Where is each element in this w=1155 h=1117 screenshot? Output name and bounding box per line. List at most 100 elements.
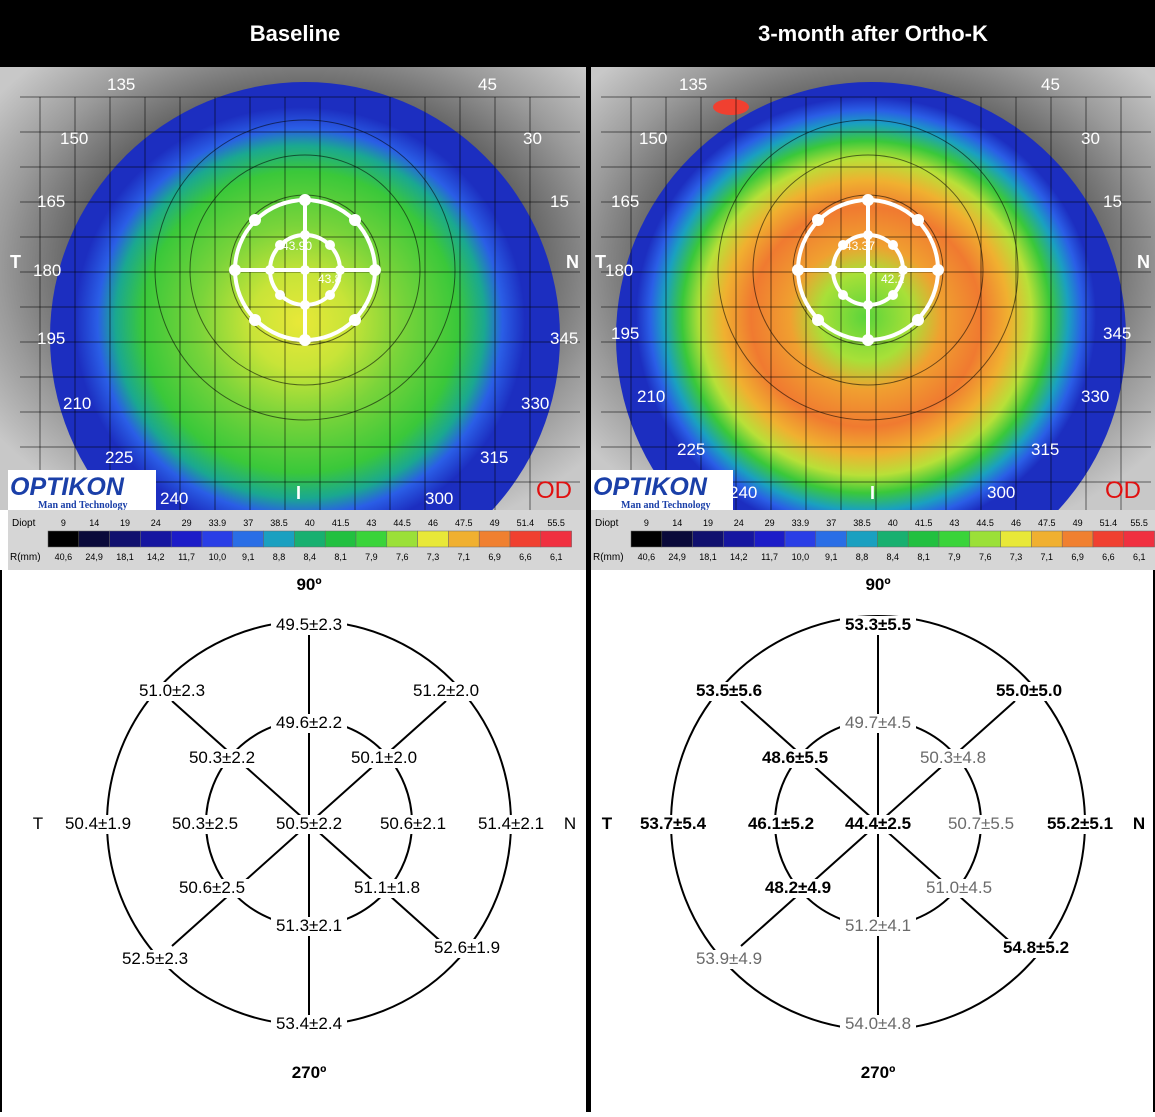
diagram-value-inner-ll: 48.2±4.9 (765, 878, 831, 897)
map-side-temporal: T (595, 252, 606, 272)
scale-diopt-value: 33.9 (792, 518, 810, 528)
scale-diopt-value: 24 (151, 518, 161, 528)
diagram-value-outer-ur: 51.2±2.0 (413, 681, 479, 700)
scale-color-swatch (232, 530, 264, 548)
scale-rmm-value: 8,1 (917, 552, 930, 562)
scale-rmm-label: R(mm) (593, 552, 624, 563)
scale-rmm-value: 9,1 (242, 552, 255, 562)
scale-diopt-value: 38.5 (270, 518, 288, 528)
axis-label-15: 15 (550, 192, 569, 211)
scale-color-swatch (938, 530, 971, 548)
scale-color-swatch (386, 530, 418, 548)
map-center-value-1: 43.90 (282, 239, 312, 253)
map-center-value-2: 42.2 (881, 272, 905, 286)
scale-diopt-value: 9 (61, 518, 66, 528)
axis-label-210: 210 (63, 394, 91, 413)
scale-rmm-value: 10,0 (792, 552, 810, 562)
scale-color-swatch (448, 530, 480, 548)
scale-rmm-value: 7,6 (979, 552, 992, 562)
keratometry-diagram-followup: 90º 53.3±5.5 53.5±5.6 55.0±5.0 49.7±4.5 48.6±… (591, 570, 1155, 1112)
scale-color-swatch (509, 530, 542, 548)
axis-label-345: 345 (1103, 324, 1131, 343)
scale-color-swatches (630, 530, 1155, 548)
scale-diopt-value: 33.9 (209, 518, 227, 528)
scale-color-swatch (753, 530, 786, 548)
axis-label-30: 30 (523, 129, 542, 148)
scale-diopt-value: 24 (734, 518, 744, 528)
scale-diopt-value: 55.5 (1130, 518, 1148, 528)
scale-rmm-value: 24,9 (85, 552, 103, 562)
diagram-value-outer-left: 53.7±5.4 (640, 814, 707, 833)
scale-rmm-value: 7,9 (948, 552, 961, 562)
scale-color-swatch (692, 530, 724, 548)
scale-diopt-value: 29 (182, 518, 192, 528)
scale-diopt-value: 51.4 (517, 518, 535, 528)
diagram-value-bottom: 54.0±4.8 (845, 1014, 911, 1033)
scale-color-swatch (846, 530, 878, 548)
diagram-value-outer-right: 55.2±5.1 (1047, 814, 1113, 833)
axis-label-210: 210 (637, 387, 665, 406)
scale-rmm-values: 40,6 24,9 18,1 14,2 11,7 10,0 9,1 8,8 8,4 8,1 7,9 7… (55, 552, 563, 562)
scale-diopt-value: 40 (888, 518, 898, 528)
map-side-nasal: N (566, 252, 579, 272)
scale-rmm-value: 6,9 (488, 552, 501, 562)
axis-label-45: 45 (478, 75, 497, 94)
scale-diopt-values: 9 14 19 24 29 33.9 37 38.5 40 41.5 43 44.5 46 47.5 49 5… (644, 518, 1148, 528)
axis-label-180: 180 (33, 261, 61, 280)
scale-rmm-value: 18,1 (116, 552, 134, 562)
diagram-value-label-top: 90º (865, 575, 890, 594)
scale-diopt-value: 9 (644, 518, 649, 528)
scale-diopt-value: 19 (703, 518, 713, 528)
scale-color-swatch (661, 530, 693, 548)
diagram-value-outer-ul: 51.0±2.3 (139, 681, 205, 700)
diagram-value-inner-left: 46.1±5.2 (748, 814, 814, 833)
scale-color-swatch (630, 530, 663, 548)
scale-rmm-value: 6,6 (519, 552, 532, 562)
scale-diopt-value: 19 (120, 518, 130, 528)
scale-rmm-value: 10,0 (209, 552, 227, 562)
scale-color-swatch (417, 530, 449, 548)
scale-diopt-value: 44.5 (393, 518, 411, 528)
diagram-value-inner-ll: 50.6±2.5 (179, 878, 245, 897)
scale-diopt-value: 47.5 (1038, 518, 1056, 528)
scale-rmm-value: 8,1 (334, 552, 347, 562)
scale-diopt-value: 46 (428, 518, 438, 528)
optikon-logo: OPTIKON Man and Technology (8, 470, 156, 511)
axis-label-165: 165 (37, 192, 65, 211)
panel-title-baseline: Baseline (249, 21, 341, 46)
scale-rmm-value: 40,6 (55, 552, 73, 562)
eye-label: OD (536, 477, 572, 504)
diagram-value-inner-ul: 48.6±5.5 (762, 748, 828, 767)
diagram-value-top: 49.5±2.3 (276, 615, 342, 634)
eye-label: OD (1105, 477, 1141, 504)
axis-label-225: 225 (677, 440, 705, 459)
axis-label-345: 345 (550, 329, 578, 348)
scale-color-swatch (877, 530, 909, 548)
diagram-value-outer-right: 51.4±2.1 (478, 814, 544, 833)
scale-diopt-value: 38.5 (853, 518, 871, 528)
scale-diopt-value: 47.5 (455, 518, 473, 528)
diagram-value-inner-bottom: 51.3±2.1 (276, 916, 342, 935)
scale-rmm-value: 18,1 (699, 552, 717, 562)
scale-rmm-value: 6,1 (550, 552, 563, 562)
scale-rmm-value: 8,4 (304, 552, 317, 562)
logo-text: OPTIKON (10, 473, 125, 501)
scale-diopt-value: 44.5 (976, 518, 994, 528)
scale-color-swatch (294, 530, 326, 548)
panel-title-followup: 3-month after Ortho-K (758, 21, 988, 46)
axis-label-150: 150 (60, 129, 88, 148)
scale-diopt-value: 43 (949, 518, 959, 528)
diagram-value-label-top: 90º (296, 575, 321, 594)
axis-label-135: 135 (679, 75, 707, 94)
scale-color-swatch (201, 530, 234, 548)
axis-label-225: 225 (105, 448, 133, 467)
scale-color-swatch (540, 530, 572, 548)
scale-diopt-value: 37 (826, 518, 836, 528)
scale-color-swatch (784, 530, 817, 548)
scale-diopt-label: Diopt (595, 518, 619, 529)
scale-rmm-value: 8,4 (887, 552, 900, 562)
diagram-value-label-bottom: 270º (861, 1063, 896, 1082)
scale-rmm-value: 8,8 (273, 552, 286, 562)
map-center-value-1: 43.37 (845, 239, 875, 253)
axis-label-180: 180 (605, 261, 633, 280)
